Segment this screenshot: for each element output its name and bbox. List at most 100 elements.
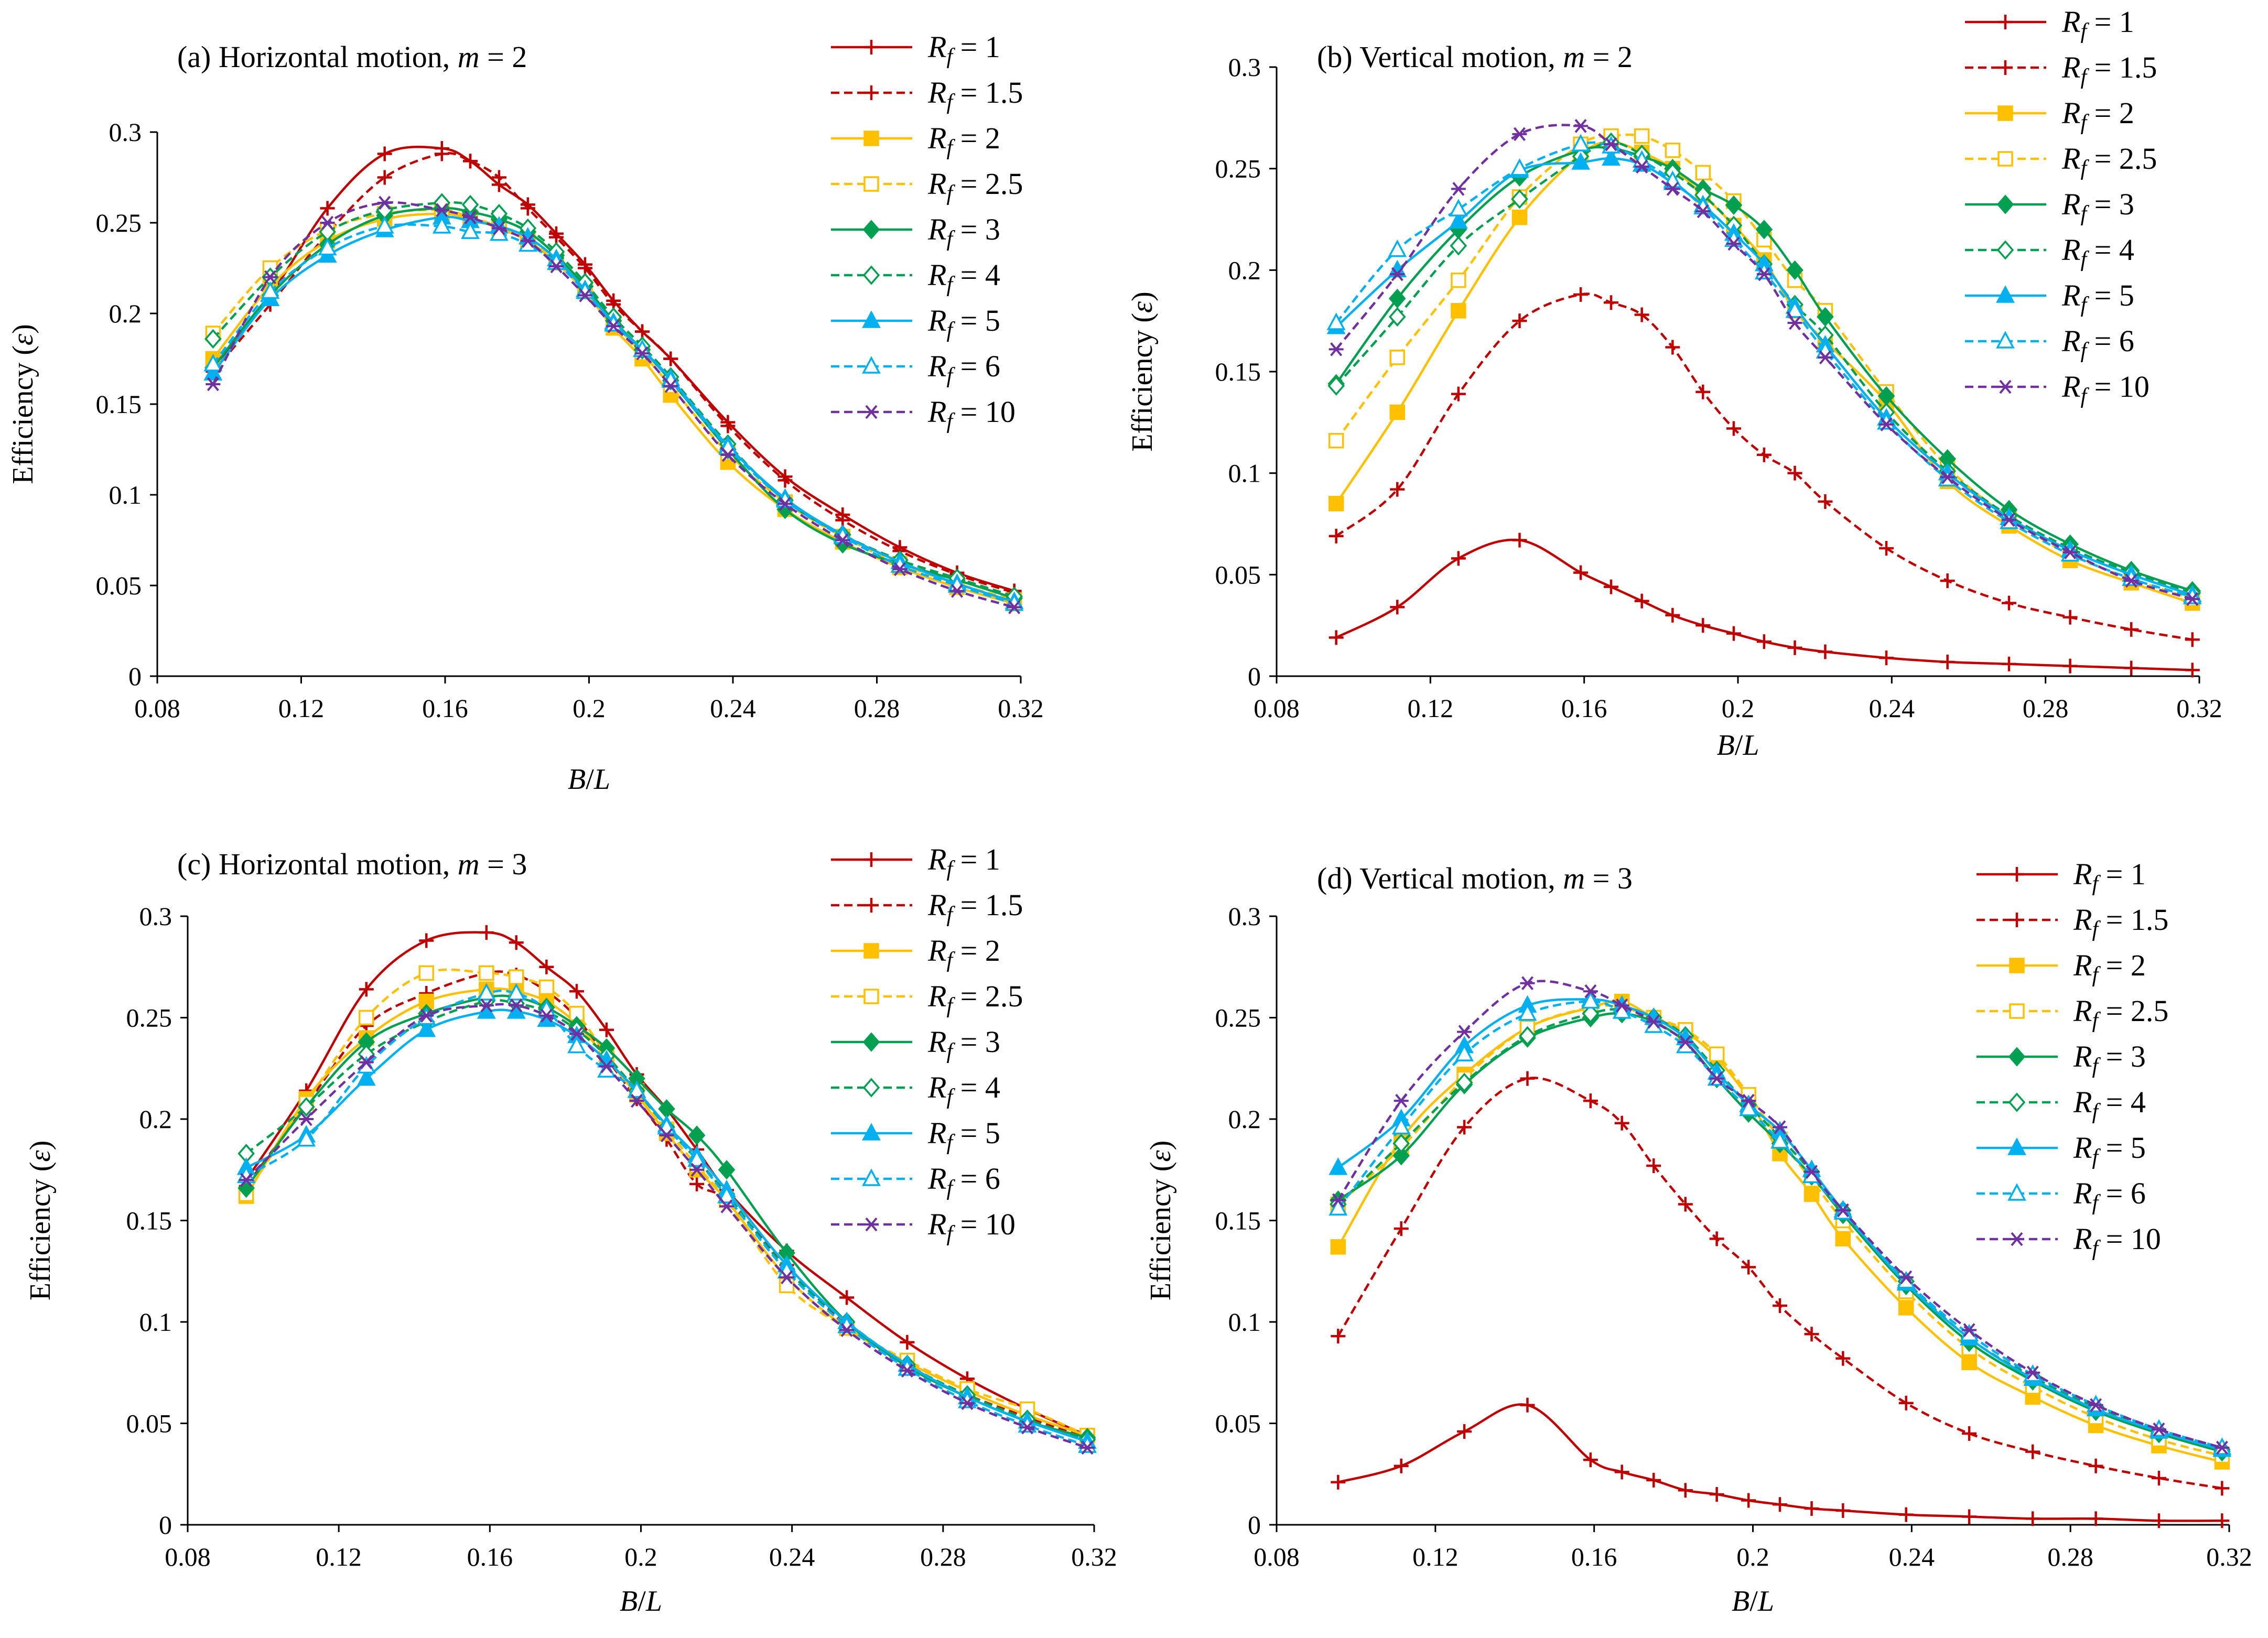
data-point [1457,1025,1472,1039]
data-point [1571,152,1590,170]
data-point [509,935,524,950]
x-tick-label: 0.08 [1254,693,1300,723]
legend-marker [2010,1232,2024,1246]
data-point [1330,1239,1346,1255]
legend: Rf = 1 Rf = 1.5 Rf = 2 Rf = 2.5 Rf = 3 Rf = 4… [1977,857,2168,1261]
series-rf-10 [239,998,1095,1455]
x-tick-label: 0.32 [2206,1542,2252,1571]
y-tick-label: 0 [128,661,142,691]
y-tick-label: 0.15 [1215,357,1261,386]
x-tick-label: 0.28 [2047,1542,2093,1571]
data-point [892,562,908,577]
y-tick-label: 0.2 [1228,255,1261,285]
data-point [491,221,506,235]
data-point [479,998,494,1013]
data-point [434,203,449,218]
data-point [2088,1511,2103,1526]
data-point [689,1176,705,1191]
legend: Rf = 1 Rf = 1.5 Rf = 2 Rf = 2.5 Rf = 3 Rf = 4… [831,30,1023,433]
data-point [1583,984,1598,999]
legend-marker [862,220,880,240]
data-point [2002,656,2016,671]
data-point [1392,1133,1410,1154]
data-point [1725,195,1743,215]
legend-marker [863,131,879,146]
data-point [1512,313,1527,329]
data-point [1455,1044,1474,1061]
y-tick-label: 0.05 [96,571,142,600]
data-point [2088,1458,2103,1473]
legend-label: Rf = 2 [927,934,1000,972]
data-point [419,933,434,948]
data-point [520,234,535,248]
data-point [777,497,793,511]
legend-item: Rf = 5 [1965,278,2134,317]
data-point [320,215,335,230]
data-point [1455,1072,1473,1092]
data-point [2088,1398,2103,1412]
data-point [357,1068,376,1086]
x-tick-label: 0.2 [573,693,606,723]
legend-marker [862,1123,881,1141]
x-axis-label: B/L [568,763,610,796]
data-point [1898,1300,1914,1316]
x-tick-label: 0.08 [165,1542,211,1571]
legend-marker [1997,151,2013,167]
data-point [1678,1483,1693,1498]
data-point [1940,573,1955,588]
legend-marker [2008,1047,2026,1067]
data-point [663,351,678,366]
data-point [1450,236,1467,256]
y-tick-label: 0.2 [139,1104,172,1134]
data-point [1726,236,1741,251]
y-tick-label: 0.15 [1215,1206,1261,1235]
legend-marker [864,852,879,867]
data-point [239,1173,254,1187]
data-point [297,1097,315,1117]
data-point [1573,565,1589,580]
data-point [1007,600,1022,614]
data-point [1512,127,1527,142]
legend-item: Rf = 2 [1965,96,2134,135]
data-point [1328,432,1344,449]
x-tick-label: 0.24 [1889,1542,1935,1571]
data-point [1329,1157,1348,1175]
data-point [1756,267,1772,281]
data-point [1020,1420,1035,1435]
data-point [2152,1422,2166,1437]
y-tick-label: 0.25 [1215,154,1261,183]
panel-b: 0 0.05 0.1 0.15 0.2 0.25 0.3 0.08 0.12 0.16 0.2 0.2… [1126,5,2222,762]
data-point [1394,1458,1409,1473]
data-point [1520,976,1535,990]
data-point [2185,663,2200,678]
data-point [569,984,585,999]
legend-item: Rf = 1.5 [1965,50,2157,89]
data-point [1511,189,1528,209]
data-point [2062,545,2078,560]
data-point [1818,644,1833,659]
data-point [2215,1513,2230,1528]
data-point [1388,307,1406,327]
data-point [506,983,526,1001]
legend-label: Rf = 10 [2061,370,2150,408]
data-point [1388,239,1407,257]
series-line [212,152,1015,594]
data-point [1329,528,1344,544]
data-point [1772,1120,1787,1134]
legend-marker [864,85,879,100]
data-point [1451,182,1466,196]
data-point [1772,1298,1787,1314]
data-point [1602,148,1621,166]
data-point [839,1323,855,1337]
data-point [1961,1354,1977,1371]
data-point [1665,608,1680,623]
legend-marker [864,40,879,55]
data-point [1634,128,1650,144]
data-point [1787,640,1802,655]
data-point [1604,295,1618,310]
data-point [538,979,555,995]
data-point [377,170,392,185]
data-point [479,925,494,940]
data-point [1879,540,1894,556]
y-tick-label: 0.2 [1228,1104,1261,1134]
